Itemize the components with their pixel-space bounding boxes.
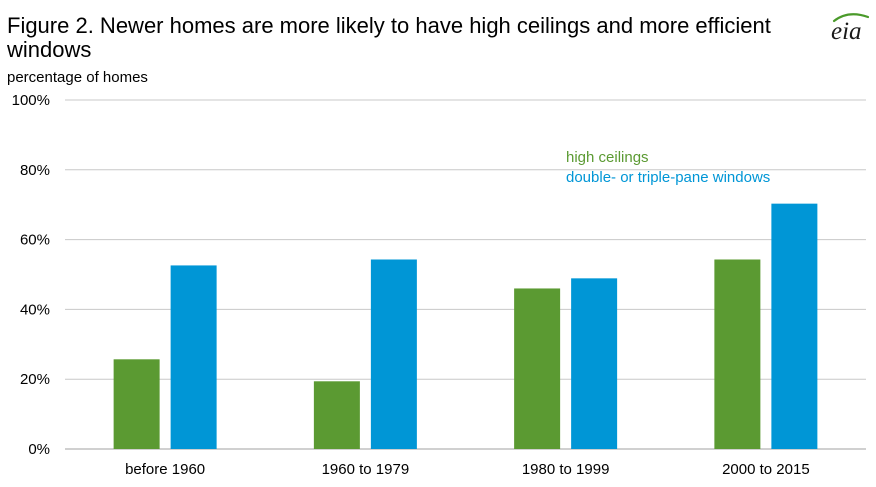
x-tick-label: before 1960 xyxy=(125,461,205,478)
chart-title: Figure 2. Newer homes are more likely to… xyxy=(7,13,771,62)
logo-text: eia xyxy=(831,18,862,44)
bar-windows xyxy=(170,265,217,449)
legend-entry: high ceilings xyxy=(566,149,649,166)
y-tick-label: 20% xyxy=(20,371,50,388)
y-tick-label: 100% xyxy=(12,92,50,109)
x-tick-label: 1960 to 1979 xyxy=(322,461,410,478)
bar-high-ceilings xyxy=(113,359,160,449)
bar-windows xyxy=(370,259,417,449)
y-tick-label: 40% xyxy=(20,301,50,318)
legend: high ceilings double- or triple-pane wind… xyxy=(566,149,770,186)
x-tick-labels: before 1960 1960 to 1979 1980 to 1999 2000 … xyxy=(125,461,810,478)
y-tick-labels: 0% 20% 40% 60% 80% 100% xyxy=(12,92,50,458)
bar-windows xyxy=(571,278,618,449)
bar-high-ceilings xyxy=(514,288,561,449)
bar-windows xyxy=(771,203,818,449)
bars xyxy=(113,203,818,449)
y-tick-label: 80% xyxy=(20,162,50,179)
x-tick-label: 1980 to 1999 xyxy=(522,461,610,478)
bar-high-ceilings xyxy=(313,381,360,449)
y-tick-label: 60% xyxy=(20,232,50,249)
y-axis-label: percentage of homes xyxy=(7,69,148,86)
x-tick-label: 2000 to 2015 xyxy=(722,461,810,478)
y-tick-label: 0% xyxy=(28,441,50,458)
bar-high-ceilings xyxy=(714,259,761,449)
eia-logo-icon: eia xyxy=(831,13,870,44)
legend-entry: double- or triple-pane windows xyxy=(566,169,770,186)
logo-swoosh xyxy=(832,13,870,23)
